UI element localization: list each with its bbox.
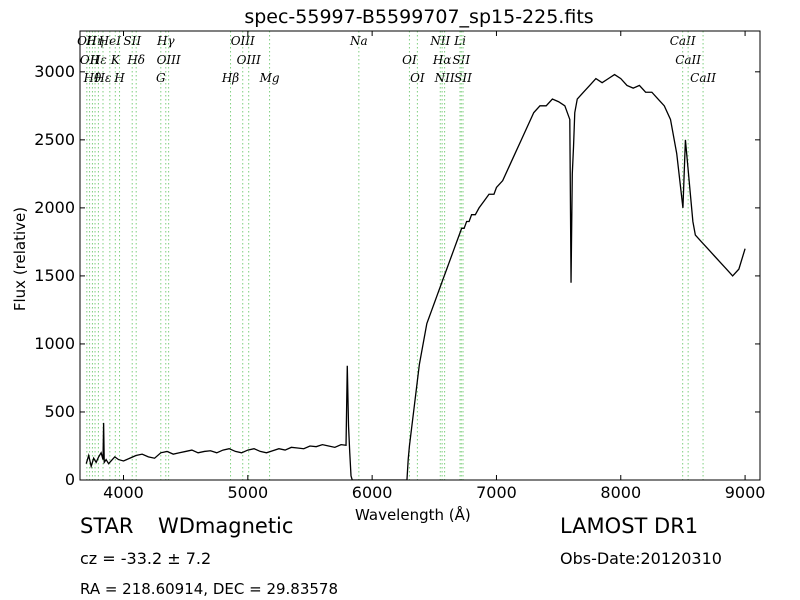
spectrum-line [85, 73, 746, 480]
y-tick-label-1000: 1000 [34, 334, 75, 353]
line-label-16: OIII [237, 53, 261, 67]
line-label-13: OIII [157, 53, 181, 67]
y-tick-label-2500: 2500 [34, 130, 75, 149]
line-label-23: NII [434, 71, 455, 85]
line-label-25: SII [452, 53, 470, 67]
object-class: STAR [80, 514, 134, 538]
line-label-27: CaII [670, 34, 696, 48]
line-label-2: Hθ [83, 71, 102, 85]
line-label-7: K [110, 53, 121, 67]
line-label-11: G [156, 71, 166, 85]
line-label-26: SII [454, 71, 472, 85]
y-tick-label-3000: 3000 [34, 62, 75, 81]
line-label-9: SII [123, 34, 141, 48]
line-label-17: Mg [259, 71, 280, 85]
line-label-6: HeI [98, 34, 122, 48]
coordinates: RA = 218.60914, DEC = 29.83578 [80, 580, 339, 598]
plot-frame [79, 30, 761, 481]
line-label-24: Li [453, 34, 466, 48]
line-label-12: Hγ [156, 34, 175, 48]
line-label-20: OI [410, 71, 425, 85]
x-tick-label-9000: 9000 [725, 483, 766, 502]
line-label-4: Hε [89, 53, 107, 67]
x-tick-label-5000: 5000 [227, 483, 268, 502]
y-tick-label-0: 0 [65, 470, 75, 489]
line-label-18: Na [349, 34, 368, 48]
object-subclass: WDmagnetic [158, 514, 294, 538]
survey-name: LAMOST DR1 [560, 514, 699, 538]
line-label-10: Hδ [126, 53, 145, 67]
redshift-cz: cz = -33.2 ± 7.2 [80, 549, 212, 568]
line-label-19: OI [402, 53, 417, 67]
obs-date: Obs-Date:20120310 [560, 549, 722, 568]
line-label-22: Hα [432, 53, 452, 67]
line-label-5: Hε [94, 71, 112, 85]
chart-title: spec-55997-B5599707_sp15-225.fits [244, 6, 594, 28]
line-label-28: CaII [675, 53, 701, 67]
x-tick-label-6000: 6000 [352, 483, 393, 502]
y-tick-label-500: 500 [44, 402, 75, 421]
line-label-0: OII [77, 34, 97, 48]
x-tick-label-7000: 7000 [476, 483, 517, 502]
x-axis-label: Wavelength (Å) [355, 506, 471, 524]
line-label-21: NII [429, 34, 450, 48]
y-tick-label-2000: 2000 [34, 198, 75, 217]
line-label-29: CaII [690, 71, 716, 85]
line-label-14: Hβ [221, 71, 239, 85]
line-label-3: Hη [85, 34, 104, 48]
x-tick-label-4000: 4000 [103, 483, 144, 502]
line-label-8: H [113, 71, 125, 85]
y-tick-label-1500: 1500 [34, 266, 75, 285]
x-tick-label-8000: 8000 [600, 483, 641, 502]
y-axis-label: Flux (relative) [11, 206, 29, 312]
line-label-15: OIII [231, 34, 255, 48]
